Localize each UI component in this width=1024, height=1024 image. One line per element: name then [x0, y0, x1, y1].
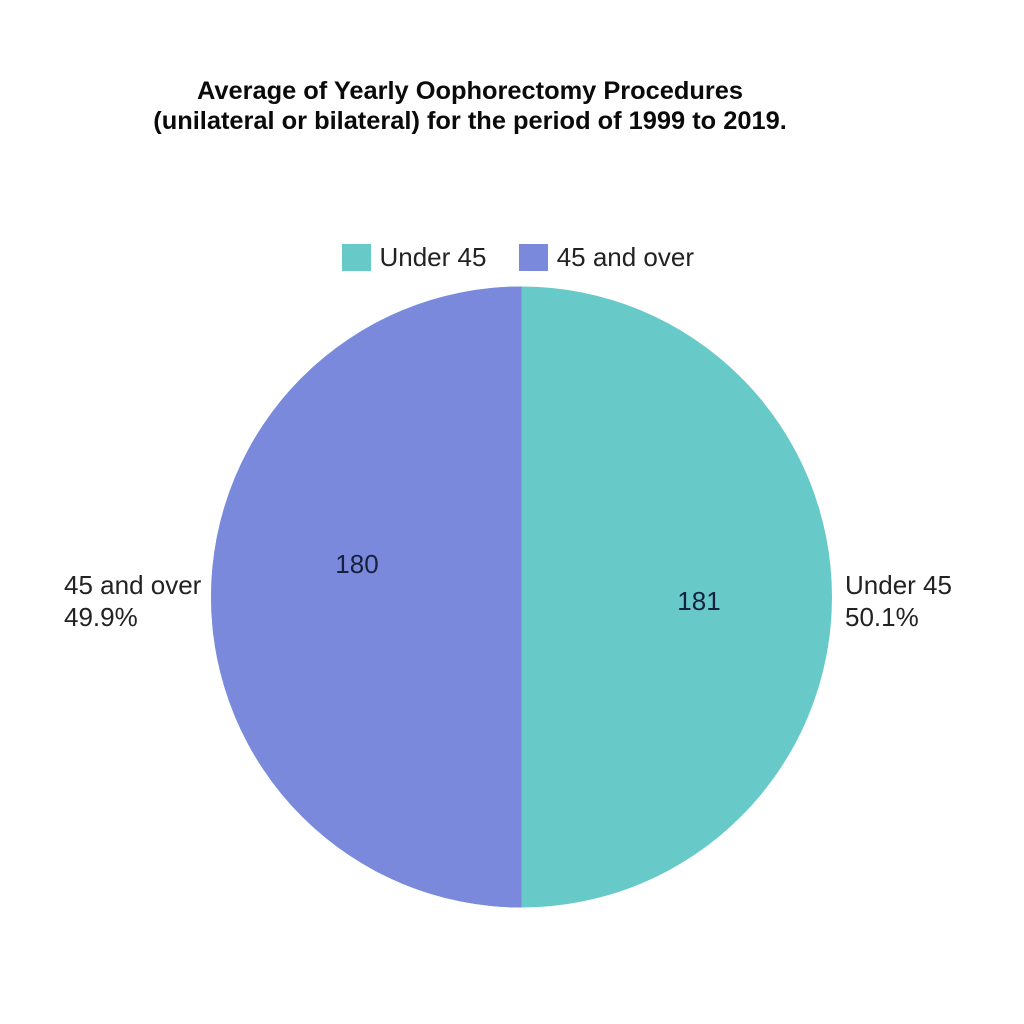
svg-text:180: 180: [335, 549, 378, 579]
svg-text:181: 181: [677, 586, 720, 616]
